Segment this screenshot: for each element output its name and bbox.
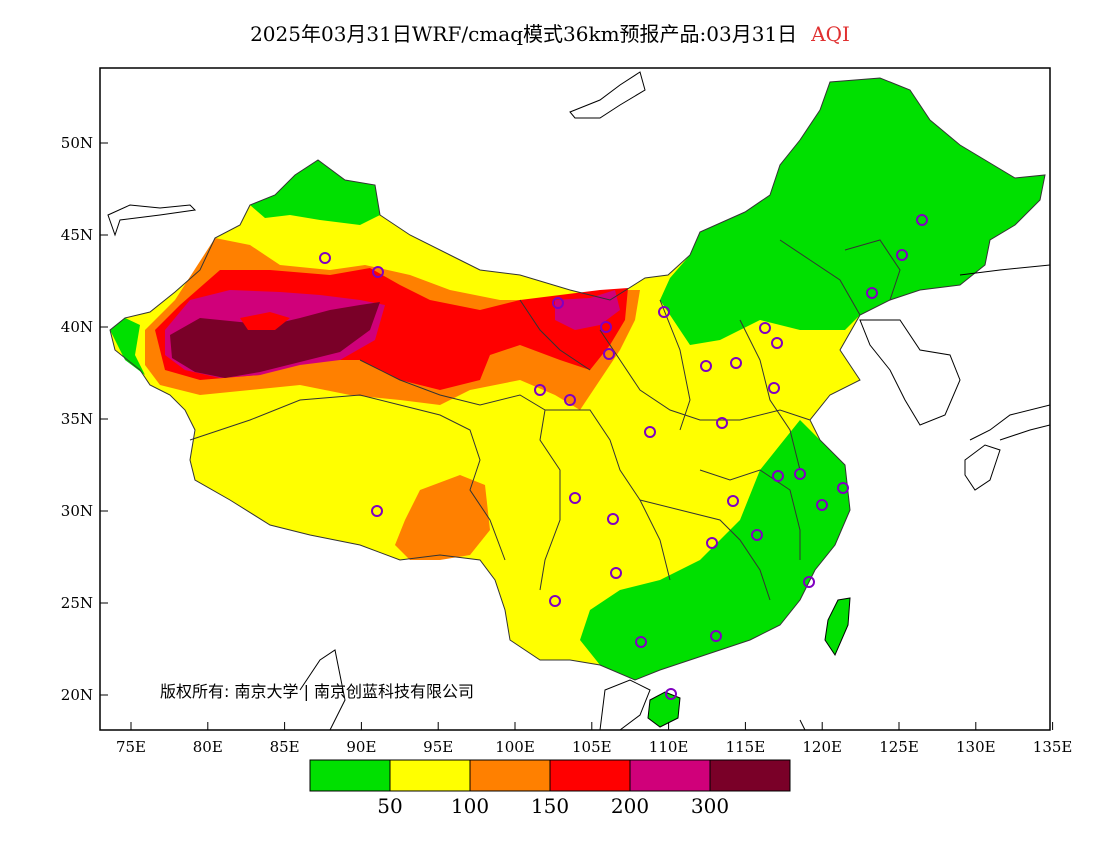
station-marker (896, 249, 908, 261)
station-marker (768, 382, 780, 394)
station-marker (371, 505, 383, 517)
lat-tick-label: 35N (61, 410, 93, 428)
magenta-north (555, 290, 620, 330)
lat-tick-label: 30N (61, 502, 93, 520)
lon-tick-label: 75E (116, 738, 146, 756)
station-marker (772, 470, 784, 482)
orange-tibet (395, 475, 490, 560)
green-west-edge (110, 318, 145, 375)
station-marker (372, 266, 384, 278)
station-marker (635, 636, 647, 648)
lat-tick-label: 45N (61, 226, 93, 244)
station-marker (658, 306, 670, 318)
station-markers (319, 214, 928, 700)
legend-swatch (629, 759, 711, 792)
green-northwest (250, 160, 380, 225)
foreign-coastlines (107, 71, 1050, 730)
legend-swatch (549, 759, 631, 792)
lat-tick-label: 25N (61, 594, 93, 612)
station-marker (710, 630, 722, 642)
legend-swatch (309, 759, 391, 792)
station-marker (600, 321, 612, 333)
lon-tick-label: 90E (346, 738, 376, 756)
map-body: 版权所有: 南京大学 | 南京创蓝科技有限公司 (107, 71, 1050, 730)
station-marker (716, 417, 728, 429)
station-marker (644, 426, 656, 438)
legend-label: 300 (691, 794, 729, 818)
station-marker (794, 468, 806, 480)
lon-tick-label: 110E (649, 738, 689, 756)
lon-tick-label: 95E (423, 738, 453, 756)
axis-ticks: 75E 80E 85E 90E 95E 100E 105E 110E 115E 120E 125E 1… (61, 134, 1073, 756)
station-marker (916, 214, 928, 226)
station-marker (727, 495, 739, 507)
color-legend: 50 100 150 200 300 (309, 759, 791, 818)
hazardous-area (170, 302, 380, 378)
legend-label: 100 (451, 794, 489, 818)
legend-label: 150 (531, 794, 569, 818)
lon-tick-label: 115E (726, 738, 766, 756)
lon-tick-label: 135E (1033, 738, 1073, 756)
lat-tick-label: 20N (61, 686, 93, 704)
station-marker (706, 537, 718, 549)
station-marker (552, 297, 564, 309)
station-marker (730, 357, 742, 369)
lon-tick-label: 85E (270, 738, 300, 756)
legend-label: 50 (377, 794, 402, 818)
station-marker (700, 360, 712, 372)
station-marker (534, 384, 546, 396)
station-marker (610, 567, 622, 579)
map-title: 2025年03月31日WRF/cmaq模式36km预报产品:03月31日 AQI (0, 18, 1100, 47)
taiwan-island (824, 597, 851, 657)
station-marker (771, 337, 783, 349)
lon-tick-label: 120E (802, 738, 842, 756)
lon-tick-label: 125E (879, 738, 919, 756)
legend-label: 200 (611, 794, 649, 818)
map-title-text: 2025年03月31日WRF/cmaq模式36km预报产品:03月31日 (250, 22, 798, 46)
station-marker (603, 348, 615, 360)
province-borders (109, 77, 1046, 681)
lat-tick-label: 50N (61, 134, 93, 152)
station-marker (549, 595, 561, 607)
station-marker (319, 252, 331, 264)
lat-tick-label: 40N (61, 318, 93, 336)
hainan-island (647, 691, 681, 728)
station-marker (816, 499, 828, 511)
station-marker (837, 482, 849, 494)
map-variable-label: AQI (811, 22, 850, 46)
station-marker (665, 688, 677, 700)
legend-swatch (389, 759, 471, 792)
map-frame (99, 67, 1051, 731)
lon-tick-label: 100E (495, 738, 535, 756)
lon-tick-label: 105E (572, 738, 612, 756)
station-marker (866, 287, 878, 299)
station-marker (759, 322, 771, 334)
magenta-spot (240, 312, 290, 330)
green-northeast (660, 78, 1045, 345)
legend-swatch (469, 759, 551, 792)
station-marker (564, 394, 576, 406)
station-marker (569, 492, 581, 504)
lon-tick-label: 80E (193, 738, 223, 756)
station-marker (607, 513, 619, 525)
lon-tick-label: 130E (956, 738, 996, 756)
copyright-text: 版权所有: 南京大学 | 南京创蓝科技有限公司 (160, 682, 474, 701)
station-marker (751, 529, 763, 541)
legend-swatch (709, 759, 791, 792)
station-marker (803, 576, 815, 588)
